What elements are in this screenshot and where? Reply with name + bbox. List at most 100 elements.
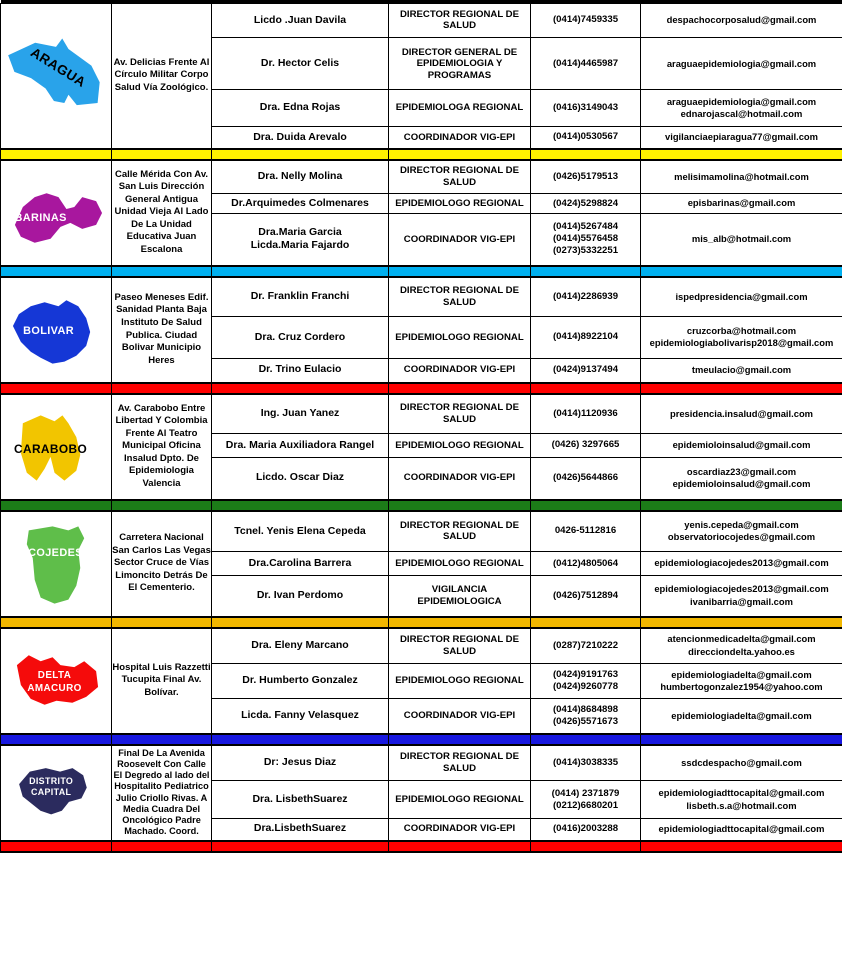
contact-phone-cell[interactable]: (0414)3038335 [530,743,641,782]
contact-phone-cell[interactable]: (0416)3149043 [530,89,641,128]
state-separator-row [0,264,842,278]
table-row: Dra. LisbethSuarez EPIDEMIOLOGO REGIONAL(… [1,780,842,819]
separator-bar [211,264,389,278]
contact-position-cell: COORDINADOR VIG-EPI [388,456,531,501]
contact-phone-cell[interactable]: (0414)0530567 [530,126,641,149]
state-map-barinas-icon: BARINAS [14,192,102,243]
state-map-cell: BOLIVAR [0,276,112,383]
contact-email-cell[interactable]: epidemiologiacojedes2013@gmail.com [640,551,842,576]
contact-name-cell: Dra.Maria Garcia Licda.Maria Fajardo [211,213,389,266]
contact-phone-cell[interactable]: (0426) 3297665 [530,433,641,458]
separator-bar [388,839,531,853]
contact-email-cell[interactable]: melisimamolina@hotmail.com [640,159,842,194]
separator-bar [640,839,842,853]
table-row: Licdo. Oscar Diaz COORDINADOR VIG-EPI (042… [1,456,842,501]
contact-phone-cell[interactable]: (0414) 2371879 (0212)6680201 [530,780,641,819]
contact-phone-cell[interactable]: (0424)9137494 [530,357,641,384]
table-row: Licda. Fanny Velasquez COORDINADOR VIG-EP… [1,697,842,735]
table-row: Dr. Hector Celis DIRECTOR GENERAL DE EPID… [1,37,842,91]
contact-email-cell[interactable]: despachocorposalud@gmail.com [640,2,842,39]
contact-name-cell: Tcnel. Yenis Elena Cepeda [211,509,389,553]
contact-position-cell: EPIDEMIOLOGO REGIONAL [388,316,531,359]
separator-bar [111,498,212,512]
contact-email-cell[interactable]: araguaepidemiologia@gmail.com [640,37,842,91]
separator-bar [530,615,641,629]
contact-phone-cell[interactable]: (0424)5298824 [530,192,641,215]
contact-email-cell[interactable]: epidemiologiadelta@gmail.com humbertogonz… [640,662,842,699]
contact-email-cell[interactable]: tmeulacio@gmail.com [640,357,842,384]
separator-bar [211,381,389,395]
contact-email-cell[interactable]: cruzcorba@hotmail.com epidemiologiaboliva… [640,316,842,359]
contact-phone-cell[interactable]: (0416)2003288 [530,817,641,842]
separator-bar [0,839,112,853]
contact-phone-cell[interactable]: (0414)4465987 [530,37,641,91]
state-separator-row [0,732,842,746]
contact-position-cell: COORDINADOR VIG-EPI [388,817,531,842]
contact-position-cell: DIRECTOR REGIONAL DE SALUD [388,275,531,318]
contact-name-cell: Dr. Ivan Perdomo [211,574,389,618]
state-map-bolivar-icon: BOLIVAR [12,299,90,364]
separator-bar [0,732,112,746]
state-health-directory-table: ARAGUA Av. Delicias Frente Al Círculo Mil… [0,0,842,853]
contact-name-cell: Ing. Juan Yanez [211,392,389,435]
contact-phone-cell[interactable]: (0287)7210222 [530,627,641,664]
contact-email-cell[interactable]: yenis.cepeda@gmail.com observatoriocojede… [640,509,842,553]
svg-text:CARABOBO: CARABOBO [14,441,87,455]
separator-bar [0,381,112,395]
contact-position-cell: VIGILANCIA EPIDEMIOLOGICA [388,574,531,618]
separator-bar [211,498,389,512]
contact-phone-cell[interactable]: (0414)7459335 [530,2,641,39]
contact-email-cell[interactable]: epidemioloinsalud@gmail.com [640,433,842,458]
contact-email-cell[interactable]: atencionmedicadelta@gmail.com direccionde… [640,627,842,664]
contact-email-cell[interactable]: mis_alb@hotmail.com [640,213,842,266]
contact-email-cell[interactable]: presidencia.insalud@gmail.com [640,392,842,435]
contact-phone-cell[interactable]: (0414)8684898 (0426)5571673 [530,697,641,735]
separator-bar [640,147,842,161]
contact-phone-cell[interactable]: (0424)9191763 (0424)9260778 [530,662,641,699]
contact-email-cell[interactable]: epidemiologiadttocapital@gmail.com [640,817,842,842]
table-row: Dra. Maria Auxiliadora Rangel EPIDEMIOLOG… [1,433,842,458]
contact-email-cell[interactable]: epidemiologiadelta@gmail.com [640,697,842,735]
contact-name-cell: Dra. Cruz Cordero [211,316,389,359]
contact-phone-cell[interactable]: (0426)5179513 [530,159,641,194]
state-map-cell: BARINAS [0,159,112,266]
contact-email-cell[interactable]: araguaepidemiologia@gmail.com ednarojasca… [640,89,842,128]
contact-phone-cell[interactable]: (0414)5267484 (0414)5576458 (0273)5332251 [530,213,641,266]
svg-text:COJEDES: COJEDES [28,547,83,559]
contact-position-cell: DIRECTOR GENERAL DE EPIDEMIOLOGIA Y PROG… [388,37,531,91]
contact-email-cell[interactable]: ssdcdespacho@gmail.com [640,743,842,782]
state-address-cell: Carretera Nacional San Carlos Las Vegas … [111,510,212,617]
separator-bar [111,732,212,746]
table-row: Dra. Duida Arevalo COORDINADOR VIG-EPI (04… [1,126,842,149]
contact-phone-cell[interactable]: (0426)5644866 [530,456,641,501]
state-address-cell: Calle Mérida Con Av. San Luis Dirección … [111,159,212,266]
contact-phone-cell[interactable]: (0414)2286939 [530,275,641,318]
separator-bar [388,147,531,161]
state-map-cell: DISTRITO CAPITAL [0,744,112,841]
contact-position-cell: DIRECTOR REGIONAL DE SALUD [388,159,531,194]
contact-email-cell[interactable]: oscardiaz23@gmail.com epidemioloinsalud@g… [640,456,842,501]
separator-bar [0,615,112,629]
contact-name-cell: Dra.LisbethSuarez [211,817,389,842]
contact-phone-cell[interactable]: (0426)7512894 [530,574,641,618]
state-address-cell: Av. Delicias Frente Al Círculo Militar C… [111,2,212,149]
table-row: BARINAS Calle Mérida Con Av. San Luis Dir… [0,159,842,266]
state-map-cell: CARABOBO [0,393,112,500]
contact-email-cell[interactable]: epidemiologiacojedes2013@gmail.com ivanib… [640,574,842,618]
contact-position-cell: EPIDEMIOLOGO REGIONAL [388,192,531,215]
separator-bar [388,381,531,395]
contact-email-cell[interactable]: ispedpresidencia@gmail.com [640,275,842,318]
contact-email-cell[interactable]: epidemiologiadttocapital@gmail.com lisbet… [640,780,842,819]
contact-phone-cell[interactable]: (0412)4805064 [530,551,641,576]
contact-phone-cell[interactable]: 0426-5112816 [530,509,641,553]
contact-phone-cell[interactable]: (0414)1120936 [530,392,641,435]
table-row: ARAGUA Av. Delicias Frente Al Círculo Mil… [0,2,842,149]
contact-name-cell: Dra. Edna Rojas [211,89,389,128]
separator-bar [388,732,531,746]
separator-bar [640,264,842,278]
contact-email-cell[interactable]: vigilanciaepiaragua77@gmail.com [640,126,842,149]
separator-bar [640,615,842,629]
contact-email-cell[interactable]: episbarinas@gmail.com [640,192,842,215]
contact-phone-cell[interactable]: (0414)8922104 [530,316,641,359]
